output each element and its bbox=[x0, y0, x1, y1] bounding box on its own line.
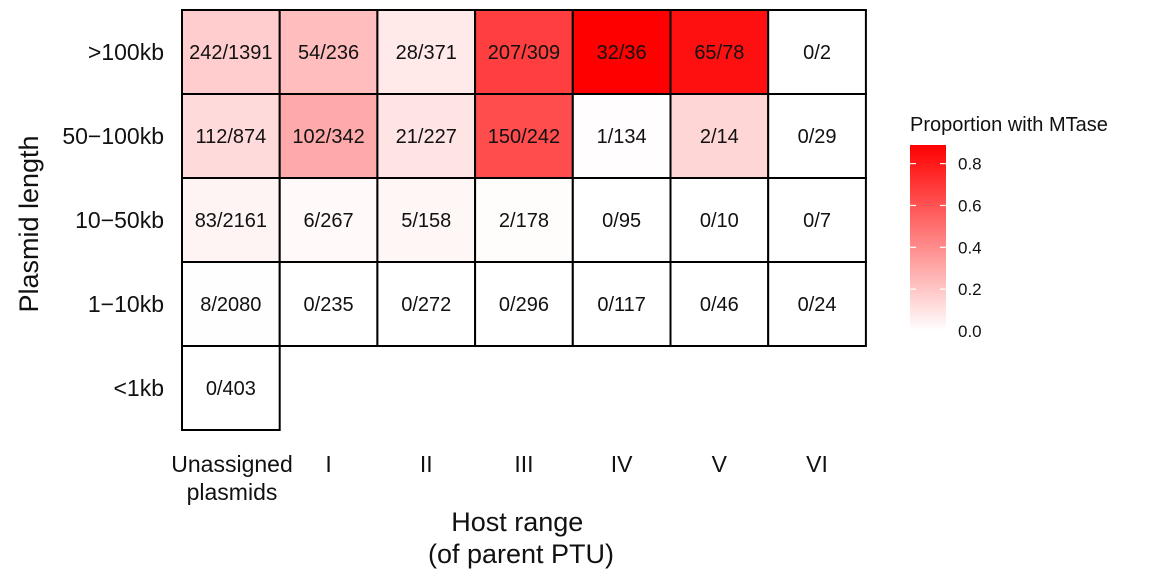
cell-value-label: 2/14 bbox=[700, 126, 739, 148]
heatmap-cell bbox=[474, 177, 574, 263]
legend-color-bar bbox=[910, 145, 946, 331]
heatmap-cell-labels: 242/1391 54/236 28/371 207/309 32/36 65/78 0/2… bbox=[189, 42, 836, 400]
heatmap-cell bbox=[181, 261, 281, 347]
cell-value-label: 0/10 bbox=[700, 210, 739, 232]
y-tick-label: <1kb bbox=[113, 375, 164, 401]
y-tick-labels: >100kb 50−100kb 10−50kb 1−10kb <1kb bbox=[62, 39, 164, 401]
legend-ticks: 0.0 0.2 0.4 0.6 0.8 bbox=[910, 155, 982, 341]
heatmap-cell bbox=[181, 93, 281, 179]
cell-value-label: 0/117 bbox=[597, 294, 646, 316]
heatmap-cell bbox=[278, 9, 379, 95]
x-tick-label: II bbox=[420, 451, 433, 477]
x-axis-title: Host range (of parent PTU) bbox=[428, 507, 614, 569]
cell-value-label: 0/46 bbox=[700, 294, 739, 316]
cell-value-label: 65/78 bbox=[694, 42, 744, 64]
cell-value-label: 0/24 bbox=[798, 294, 837, 316]
heatmap-cell bbox=[278, 261, 379, 347]
cell-value-label: 0/403 bbox=[206, 378, 256, 400]
legend-tick-label: 0.6 bbox=[958, 196, 982, 215]
cell-value-label: 28/371 bbox=[396, 42, 457, 64]
heatmap-cell bbox=[767, 93, 867, 179]
heatmap-cell bbox=[669, 9, 770, 95]
cell-value-label: 0/29 bbox=[798, 126, 837, 148]
heatmap-cell bbox=[474, 261, 574, 347]
legend-title: Proportion with MTase bbox=[910, 114, 1108, 136]
y-tick-label: 1−10kb bbox=[88, 291, 164, 317]
cell-value-label: 2/178 bbox=[499, 210, 549, 232]
cell-value-label: 242/1391 bbox=[189, 42, 272, 64]
color-legend: Proportion with MTase 0.0 0.2 0.4 0.6 0.8 bbox=[910, 114, 1108, 341]
cell-value-label: 102/342 bbox=[292, 126, 364, 148]
heatmap-cell bbox=[181, 345, 281, 431]
heatmap-cell bbox=[376, 93, 477, 179]
x-tick-label: IV bbox=[611, 451, 633, 477]
y-tick-label: 50−100kb bbox=[62, 123, 164, 149]
heatmap-cell bbox=[669, 261, 770, 347]
heatmap-cells bbox=[181, 9, 867, 431]
cell-value-label: 54/236 bbox=[298, 42, 359, 64]
heatmap-cell bbox=[767, 177, 867, 263]
cell-value-label: 112/874 bbox=[195, 126, 266, 148]
legend-tick-label: 0.2 bbox=[958, 280, 982, 299]
cell-value-label: 21/227 bbox=[396, 126, 457, 148]
cell-value-label: 207/309 bbox=[488, 42, 560, 64]
cell-value-label: 0/235 bbox=[304, 294, 354, 316]
heatmap-cell bbox=[278, 177, 379, 263]
heatmap-cell bbox=[571, 93, 672, 179]
cell-value-label: 6/267 bbox=[304, 210, 354, 232]
cell-value-label: 1/134 bbox=[597, 126, 647, 148]
x-tick-label: I bbox=[325, 451, 331, 477]
heatmap-cell bbox=[571, 177, 672, 263]
x-tick-label: III bbox=[514, 451, 533, 477]
heatmap-cell bbox=[767, 261, 867, 347]
heatmap-cell bbox=[376, 177, 477, 263]
legend-tick-label: 0.4 bbox=[958, 238, 982, 257]
cell-value-label: 0/95 bbox=[602, 210, 641, 232]
cell-value-label: 150/242 bbox=[488, 126, 560, 148]
cell-value-label: 0/296 bbox=[499, 294, 549, 316]
x-axis-title-line-2: (of parent PTU) bbox=[428, 539, 614, 569]
legend-tick-label: 0.8 bbox=[958, 155, 982, 174]
y-tick-label: >100kb bbox=[88, 39, 164, 65]
cell-value-label: 0/7 bbox=[803, 210, 831, 232]
heatmap-cell bbox=[181, 9, 281, 95]
y-axis-title: Plasmid length bbox=[14, 135, 44, 312]
cell-value-label: 5/158 bbox=[401, 210, 451, 232]
x-tick-label: Unassigned plasmids bbox=[171, 451, 292, 505]
x-tick-label: V bbox=[712, 451, 728, 477]
y-tick-label: 10−50kb bbox=[75, 207, 164, 233]
x-tick-label: VI bbox=[806, 451, 828, 477]
cell-value-label: 32/36 bbox=[597, 42, 647, 64]
cell-value-label: 83/2161 bbox=[195, 210, 267, 232]
legend-tick-label: 0.0 bbox=[958, 322, 982, 341]
x-axis-title-line-1: Host range bbox=[451, 507, 583, 537]
cell-value-label: 0/272 bbox=[401, 294, 451, 316]
cell-value-label: 8/2080 bbox=[200, 294, 261, 316]
cell-value-label: 0/2 bbox=[803, 42, 831, 64]
heatmap-cell bbox=[669, 177, 770, 263]
